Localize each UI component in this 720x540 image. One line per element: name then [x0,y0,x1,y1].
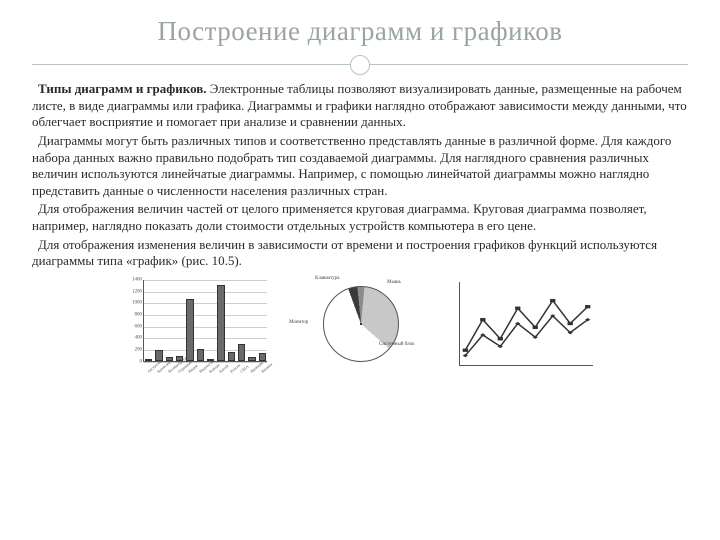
paragraph-3: Для отображения величин частей от целого… [32,201,688,234]
title-wrap: Построение диаграмм и графиков [32,16,688,47]
line-marker [480,318,485,321]
paragraph-1-lead: Типы диаграмм и графиков. [38,81,207,96]
bar-ylabel: 1400 [122,277,142,282]
bar [207,359,214,361]
bar-ylabel: 200 [122,348,142,353]
line-marker [515,306,520,309]
pie-slice-label: Мышь [387,280,401,285]
bar-ylabel: 800 [122,313,142,318]
pie-slice-label: Клавиатура [315,276,340,281]
line-marker [498,337,503,340]
bar [238,344,245,361]
pie-chart: Клавиатура Мышь Монитор Системный блок [285,276,435,376]
divider-circle-icon [350,55,370,75]
slide-title: Построение диаграмм и графиков [157,16,562,46]
line-marker [463,348,468,351]
title-divider [32,51,688,79]
pie-slice-label: Монитор [289,320,308,325]
charts-row: 0200400600800100012001400АвстралияБразил… [32,276,688,376]
bar [176,356,183,361]
line-marker [533,326,538,329]
bar [155,350,162,361]
paragraph-2: Диаграммы могут быть различных типов и с… [32,133,688,200]
bar-ylabel: 400 [122,336,142,341]
line-marker [585,305,590,308]
bar [197,349,204,361]
bar [217,285,224,361]
paragraph-1: Типы диаграмм и графиков. Электронные та… [32,81,688,131]
bar-ylabel: 1200 [122,289,142,294]
bar [166,357,173,361]
bar [259,353,266,361]
bar-chart: 0200400600800100012001400АвстралияБразил… [121,276,271,376]
line-marker [568,322,573,325]
bar [228,352,235,360]
bar [145,359,152,361]
line-chart [449,276,599,376]
bar-ylabel: 600 [122,324,142,329]
bar-ylabel: 0 [122,359,142,364]
line-chart-axes [459,282,593,366]
bar [248,357,255,361]
bar [186,299,193,361]
paragraph-4: Для отображения изменения величин в зави… [32,237,688,270]
bar-xlabel: Россия [229,362,241,373]
slide: Построение диаграмм и графиков Типы диаг… [0,0,720,540]
body-text: Типы диаграмм и графиков. Электронные та… [32,81,688,270]
line-marker [550,299,555,302]
pie-slice-label: Системный блок [379,342,415,347]
bar-chart-axes: 0200400600800100012001400АвстралияБразил… [143,280,267,362]
pie-chart-pie [323,286,399,362]
bar-ylabel: 1000 [122,301,142,306]
line-series [465,300,587,350]
line-chart-svg [460,282,593,365]
